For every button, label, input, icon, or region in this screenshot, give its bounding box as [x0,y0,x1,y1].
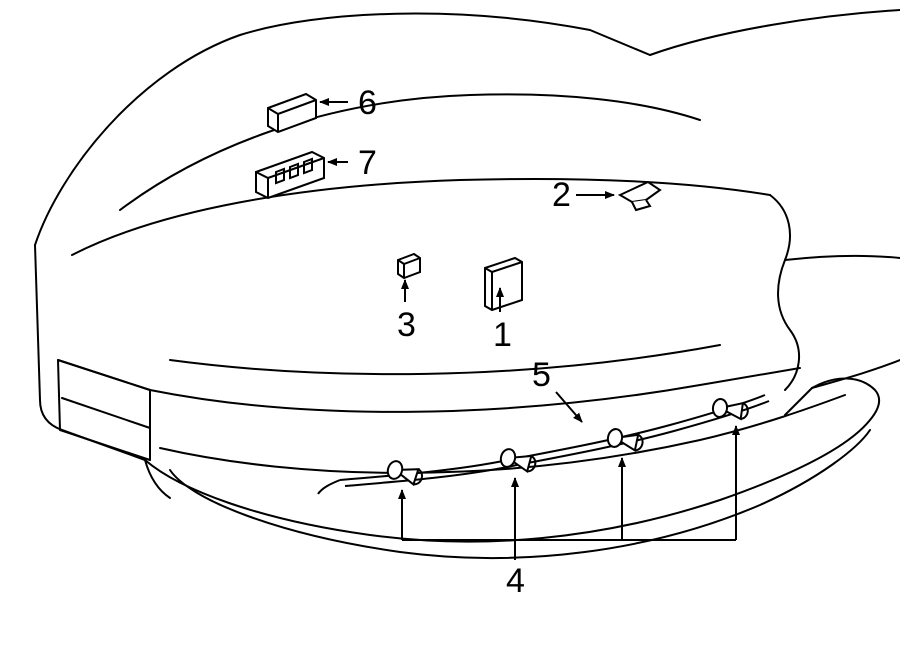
callout-label-7: 7 [358,144,377,182]
upper-module [268,94,316,132]
callout-label-4: 4 [506,562,525,600]
module-box [485,258,522,310]
retainer-cube [398,254,420,278]
sensor-harness [318,395,769,494]
car-body-outline [35,10,900,558]
bracket-clip [620,182,660,210]
parts-diagram: 6 7 2 3 1 5 4 [0,0,900,661]
callout-label-6: 6 [358,84,377,122]
callout-label-1: 1 [493,316,512,354]
callout-label-2: 2 [552,176,571,214]
callouts: 6 7 2 3 1 5 4 [320,84,736,600]
callout-label-5: 5 [532,356,551,394]
callout-label-3: 3 [397,306,416,344]
